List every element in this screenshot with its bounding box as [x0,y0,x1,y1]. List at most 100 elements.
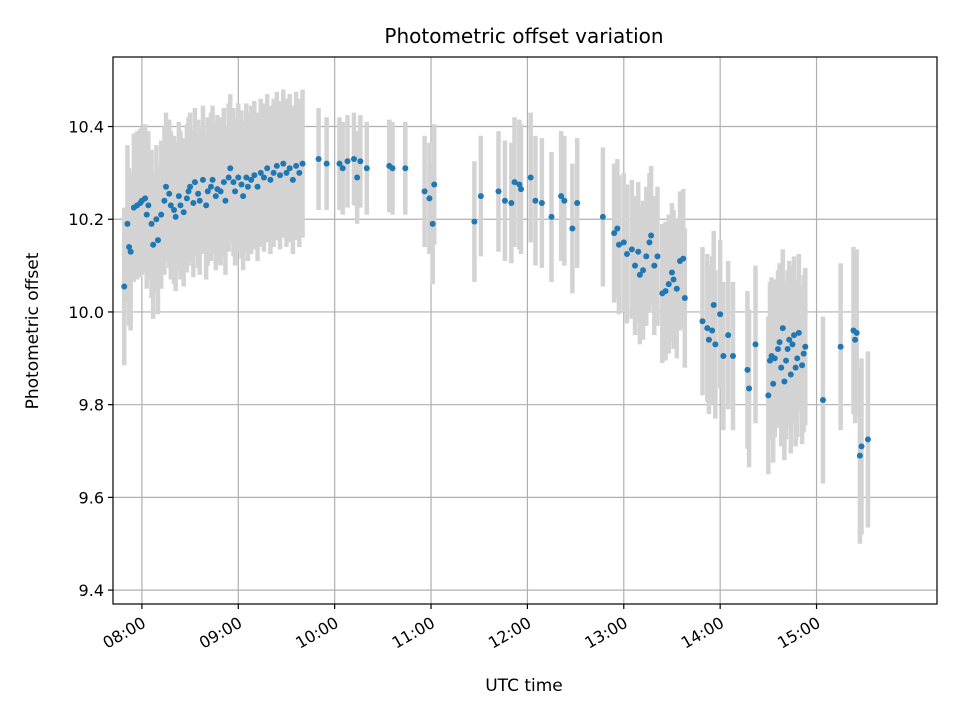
data-point [569,225,576,232]
data-point [195,190,202,197]
data-point [183,195,190,202]
data-point [363,165,370,172]
data-point [251,172,258,179]
data-point [196,197,203,204]
data-point [774,346,781,353]
data-point [819,397,826,404]
data-point [153,216,160,223]
data-point [127,248,134,255]
data-point [648,232,655,239]
data-point [665,281,672,288]
data-point [177,202,184,209]
data-point [126,244,133,251]
data-point [315,155,322,162]
data-point [532,197,539,204]
data-point [426,195,433,202]
data-point [148,220,155,227]
data-point [640,267,647,274]
data-point [243,174,250,181]
data-point [238,181,245,188]
data-point [628,246,635,253]
data-point [280,160,287,167]
data-point [293,162,300,169]
data-point [172,213,179,220]
data-point [620,239,627,246]
data-point [632,262,639,269]
data-point [765,392,772,399]
data-point [244,183,251,190]
data-point [203,202,210,209]
data-point [779,325,786,332]
data-point [744,366,751,373]
data-point [516,181,523,188]
data-point [344,158,351,165]
data-point [712,341,719,348]
data-point [527,174,534,181]
data-point [668,269,675,276]
y-axis-label: Photometric offset [23,252,43,409]
data-point [501,197,508,204]
data-point [180,209,187,216]
data-point [704,325,711,332]
data-point [538,200,545,207]
data-point [175,193,182,200]
data-point [611,230,618,237]
data-point [222,197,229,204]
y-axis: 9.4 9.6 9.8 10.0 10.2 10.4 [68,118,113,600]
data-point [187,183,194,190]
data-point [776,339,783,346]
y-tick-label: 9.8 [79,396,104,415]
data-point [354,174,361,181]
data-point [646,239,653,246]
data-point [615,241,622,248]
data-point [778,364,785,371]
data-point [254,183,261,190]
y-tick-label: 10.2 [68,210,104,229]
data-point [717,311,724,318]
data-point [143,211,150,218]
y-tick-label: 9.6 [79,488,104,507]
data-point [240,193,247,200]
x-axis-label: UTC time [485,676,563,696]
data-point [171,206,178,213]
data-point [517,186,524,193]
data-point [323,160,330,167]
data-point [270,169,277,176]
data-point [389,165,396,172]
data-point [286,165,293,172]
data-point [784,346,791,353]
data-point [662,288,669,295]
data-point [209,176,216,183]
chart-title: Photometric offset variation [384,24,663,48]
data-point [699,318,706,325]
data-point [350,155,357,162]
data-point [786,336,793,343]
data-point [681,295,688,302]
data-point [858,443,865,450]
data-point [421,188,428,195]
data-point [802,343,809,350]
data-point [204,188,211,195]
y-tick-label: 10.0 [68,303,104,322]
data-point [781,378,788,385]
data-point [145,202,152,209]
data-point [283,169,290,176]
data-point [720,352,727,359]
data-point [227,165,234,172]
data-point [651,262,658,269]
data-point [643,253,650,260]
data-point [232,188,239,195]
data-point [299,160,306,167]
data-point [623,251,630,258]
data-point [853,329,860,336]
data-point [277,172,284,179]
data-point [220,179,227,186]
data-point [199,176,206,183]
data-point [561,197,568,204]
data-point [296,169,303,176]
data-point [673,285,680,292]
data-point [212,193,219,200]
data-points [121,155,871,459]
data-point [264,165,271,172]
